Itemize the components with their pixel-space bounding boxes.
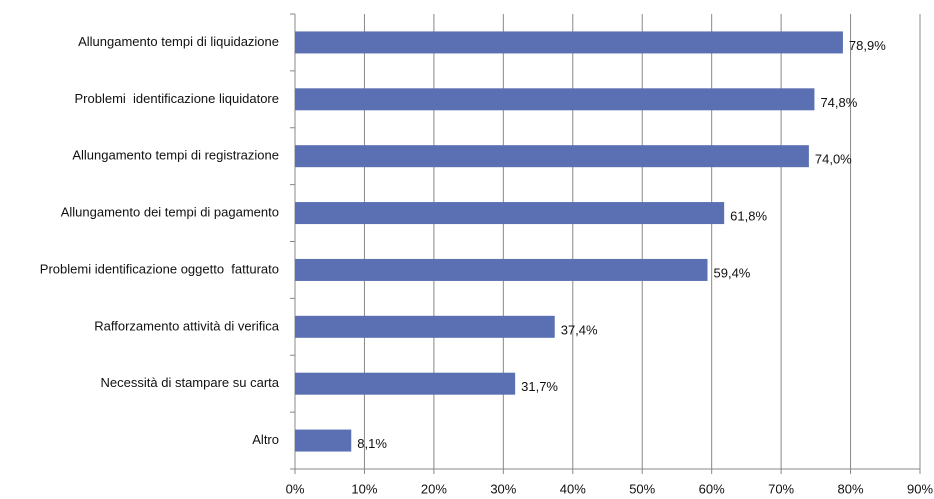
data-label: 31,7% [521,379,558,394]
data-label: 37,4% [561,322,598,337]
y-tick-label: Allungamento dei tempi di pagamento [61,205,279,220]
bar [295,88,815,111]
bar [295,202,725,225]
x-tick-label: 80% [838,481,864,496]
y-tick-label: Allungamento tempi di registrazione [72,148,279,163]
x-tick-label: 70% [768,481,794,496]
data-label: 74,0% [815,152,852,167]
bar [295,31,843,54]
bar [295,145,809,168]
x-tick-label: 10% [351,481,377,496]
x-tick-label: 20% [421,481,447,496]
y-tick-label: Problemi identificazione liquidatore [74,91,279,106]
y-tick-label: Altro [252,432,279,447]
x-tick-label: 40% [560,481,586,496]
y-tick-label: Problemi identificazione oggetto fattura… [40,261,279,276]
y-tick-label: Necessità di stampare su carta [101,375,280,390]
bar [295,429,352,452]
bar [295,258,708,281]
x-tick-label: 30% [490,481,516,496]
x-tick-label: 50% [629,481,655,496]
data-label: 8,1% [357,436,387,451]
bar [295,372,516,395]
x-tick-label: 90% [907,481,933,496]
y-tick-label: Allungamento tempi di liquidazione [78,34,279,49]
data-label: 74,8% [820,95,857,110]
data-label: 78,9% [849,38,886,53]
data-label: 61,8% [730,209,767,224]
y-tick-label: Rafforzamento attività di verifica [94,318,279,333]
x-tick-label: 60% [699,481,725,496]
data-label: 59,4% [714,265,751,280]
x-tick-label: 0% [286,481,305,496]
bar [295,315,555,338]
